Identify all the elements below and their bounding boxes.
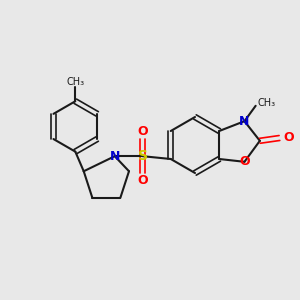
- Text: CH₃: CH₃: [258, 98, 276, 108]
- Text: O: O: [239, 155, 250, 168]
- Text: N: N: [110, 150, 120, 163]
- Text: N: N: [239, 115, 250, 128]
- Text: O: O: [137, 125, 148, 138]
- Text: CH₃: CH₃: [66, 77, 84, 87]
- Text: S: S: [138, 149, 148, 163]
- Text: O: O: [137, 175, 148, 188]
- Text: O: O: [284, 131, 294, 145]
